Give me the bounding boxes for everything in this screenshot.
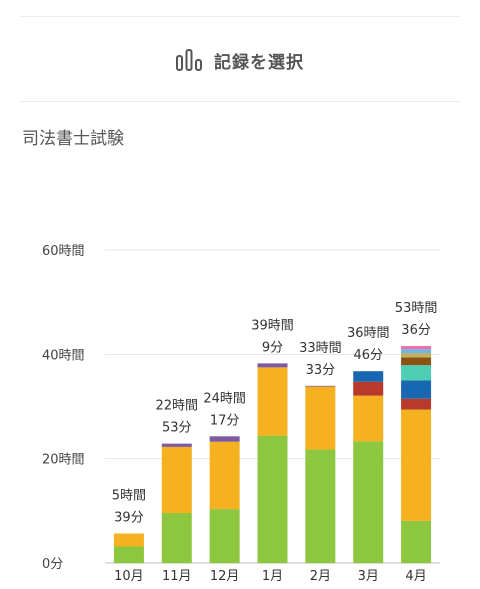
y-tick-label: 40時間 bbox=[42, 348, 85, 363]
bar-segment bbox=[305, 385, 336, 387]
bar-segment bbox=[161, 446, 192, 514]
select-record-button[interactable]: 記録を選択 bbox=[0, 40, 480, 80]
x-tick-label: 1月 bbox=[262, 569, 283, 584]
bar-total-label: 53時間 36分 bbox=[395, 301, 438, 338]
bar-segment bbox=[401, 353, 432, 358]
bar-total-label: 36時間 46分 bbox=[347, 326, 390, 363]
bar-segment bbox=[305, 449, 336, 563]
select-record-label: 記録を選択 bbox=[214, 52, 304, 73]
y-tick-label: 60時間 bbox=[42, 244, 85, 259]
bar-segment bbox=[401, 380, 432, 399]
bar-total-label: 39時間 9分 bbox=[251, 318, 294, 355]
bar-segment bbox=[401, 365, 432, 381]
bar-segment bbox=[401, 398, 432, 410]
bar-segment bbox=[401, 409, 432, 521]
bar-segment bbox=[401, 345, 432, 350]
x-tick-label: 2月 bbox=[310, 569, 331, 584]
bar-segment bbox=[113, 546, 144, 563]
bar-chart-icon bbox=[176, 49, 202, 71]
bar-segment bbox=[353, 395, 384, 442]
bar-segment bbox=[209, 441, 240, 510]
bar-total-label: 24時間 17分 bbox=[203, 391, 246, 428]
bar-segment bbox=[401, 520, 432, 563]
x-tick-label: 11月 bbox=[162, 569, 192, 584]
x-tick-label: 12月 bbox=[210, 569, 240, 584]
x-tick-label: 10月 bbox=[114, 569, 144, 584]
y-tick-label: 20時間 bbox=[42, 453, 85, 468]
bar-segment bbox=[161, 443, 192, 447]
bar-total-label: 5時間 39分 bbox=[112, 489, 146, 526]
bar-segment bbox=[257, 367, 288, 436]
bar-segment bbox=[401, 357, 432, 366]
bar-segment bbox=[353, 381, 384, 396]
bar-segment bbox=[161, 513, 192, 563]
y-tick-label: 0分 bbox=[42, 557, 63, 572]
x-tick-label: 3月 bbox=[358, 569, 379, 584]
bar-total-label: 33時間 33分 bbox=[299, 341, 342, 378]
bar-segment bbox=[353, 371, 384, 382]
bar-segment bbox=[257, 435, 288, 563]
bar-segment bbox=[305, 386, 336, 450]
bar-segment bbox=[113, 533, 144, 547]
top-divider bbox=[20, 16, 460, 17]
bar-segment bbox=[401, 349, 432, 354]
bar-segment bbox=[209, 436, 240, 442]
section-divider bbox=[20, 101, 460, 102]
bar-total-label: 22時間 53分 bbox=[156, 399, 199, 436]
subject-title: 司法書士試験 bbox=[22, 129, 124, 149]
bar-segment bbox=[209, 509, 240, 563]
bar-segment bbox=[353, 441, 384, 563]
bar-segment bbox=[257, 363, 288, 368]
x-tick-label: 4月 bbox=[405, 569, 426, 584]
